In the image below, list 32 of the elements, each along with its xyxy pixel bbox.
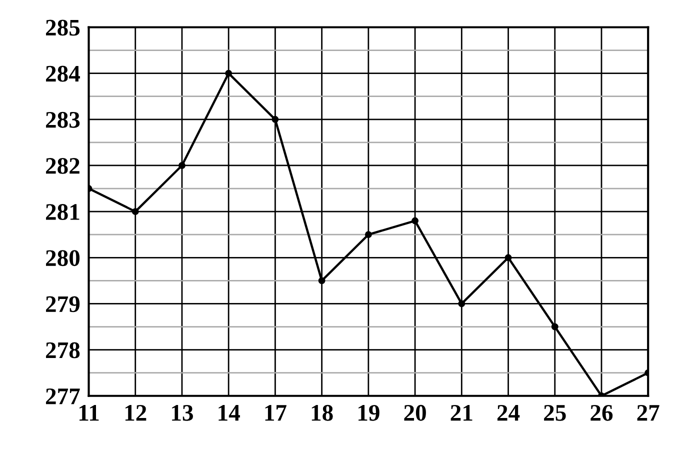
x-tick-label: 20 [404,404,426,421]
point [364,231,372,238]
point [458,300,466,308]
y-tick-label: 285 [46,20,80,36]
x-tick-label: 21 [450,404,472,421]
x-tick-label: 18 [312,404,333,421]
point [178,162,186,169]
y-tick-label: 279 [46,296,80,312]
x-tick-label: 25 [544,404,566,421]
y-tick-label: 281 [46,204,80,220]
y-tick-label: 277 [46,388,80,404]
x-tick-label: 27 [637,404,660,421]
point [318,277,326,284]
point [504,254,512,262]
point [132,208,139,216]
x-tick-label: 11 [79,405,99,421]
point [225,70,232,77]
y-tick-label: 282 [46,158,80,174]
x-tick-label: 13 [172,404,193,421]
point [272,116,279,123]
point [551,323,558,330]
y-tick-label: 280 [46,250,80,266]
y-tick-label: 283 [46,112,80,128]
point [412,217,419,224]
x-tick-label: 14 [218,405,240,421]
x-tick-label: 24 [497,404,520,421]
y-tick-label: 278 [46,342,80,358]
x-tick-label: 12 [125,404,146,421]
y-tick-label: 284 [46,66,80,82]
x-tick-label: 17 [265,405,286,421]
x-tick-label: 26 [590,404,613,421]
x-tick-label: 19 [358,404,380,421]
